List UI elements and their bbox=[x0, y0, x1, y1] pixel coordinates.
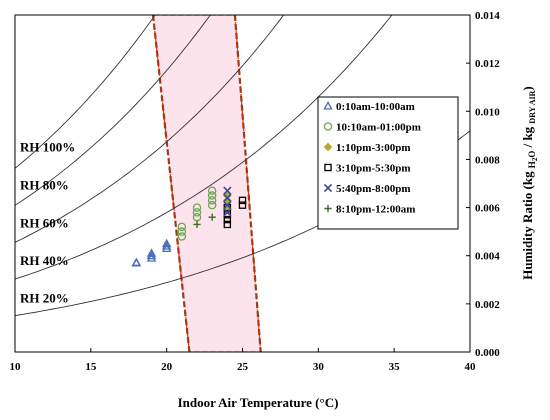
legend-label: 1:10pm-3:00pm bbox=[336, 142, 411, 154]
data-point bbox=[223, 186, 232, 195]
legend-marker bbox=[323, 142, 333, 152]
y-title-sub-o: O bbox=[527, 151, 537, 158]
data-point bbox=[161, 241, 172, 250]
y-tick-label: 0.012 bbox=[475, 58, 500, 70]
x-tick-label: 30 bbox=[313, 361, 325, 373]
data-point bbox=[177, 227, 187, 236]
data-point bbox=[146, 250, 157, 260]
data-point bbox=[146, 248, 157, 257]
x-axis-title: Indoor Air Temperature (°C) bbox=[178, 395, 339, 410]
data-point bbox=[223, 220, 232, 229]
y-tick-label: 0.002 bbox=[475, 299, 500, 311]
data-point bbox=[223, 215, 232, 224]
x-tick-label: 40 bbox=[465, 361, 477, 373]
data-point bbox=[207, 191, 217, 200]
data-point bbox=[223, 208, 232, 217]
rh-label: RH 80% bbox=[20, 177, 69, 192]
comfort-zone-area bbox=[152, 15, 262, 352]
data-point bbox=[223, 191, 232, 200]
data-point bbox=[207, 200, 217, 210]
data-point bbox=[131, 257, 142, 266]
rh-curve bbox=[15, 15, 211, 206]
axis-ticks: 10 15 20 25 30 35 40 0.000 0.002 0.004 0.006 0.008 0… bbox=[10, 10, 501, 373]
data-point bbox=[193, 220, 201, 229]
data-point bbox=[208, 213, 216, 221]
y-tick-label: 0.006 bbox=[475, 203, 500, 215]
y-title-mid: / kg bbox=[520, 126, 535, 148]
rh-label: RH 40% bbox=[20, 253, 69, 268]
legend-marker bbox=[323, 101, 333, 110]
comfort-zone-right-edge bbox=[233, 15, 262, 352]
y-tick-label: 0.010 bbox=[475, 106, 500, 118]
rh-labels: RH 100% RH 80% RH 60% RH 40% RH 20% bbox=[20, 139, 75, 305]
legend-label: 5:40pm-8:00pm bbox=[336, 183, 411, 195]
data-point bbox=[161, 243, 172, 253]
comfort-zone-left-edge bbox=[151, 15, 191, 352]
x-tick-label: 35 bbox=[389, 361, 401, 373]
data-point bbox=[238, 201, 247, 209]
rh-label: RH 100% bbox=[20, 139, 75, 154]
data-point bbox=[223, 200, 232, 210]
x-tick-label: 10 bbox=[10, 361, 22, 373]
data-point bbox=[177, 222, 187, 232]
data-point bbox=[207, 196, 217, 205]
x-tick-label: 20 bbox=[161, 361, 173, 373]
data-point bbox=[146, 253, 157, 262]
y-title-sub-2: 2 bbox=[531, 157, 539, 161]
data-point bbox=[192, 203, 202, 212]
y-title-sub-h: H bbox=[527, 161, 537, 168]
x-tick-label: 15 bbox=[85, 361, 97, 373]
legend-marker bbox=[323, 183, 333, 193]
data-point bbox=[161, 238, 172, 248]
comfort-zone bbox=[151, 15, 262, 352]
data-point bbox=[192, 208, 202, 217]
y-axis-title: Humidity Ratio (kg H2O / kg DRY AIR) bbox=[520, 86, 539, 280]
legend: 0:10am-10:00am 10:10am-01:00pm 1:10pm-3:00… bbox=[317, 96, 459, 230]
y-tick-label: 0.000 bbox=[475, 347, 500, 359]
x-tick-label: 25 bbox=[237, 361, 249, 373]
legend-marker bbox=[323, 122, 333, 131]
rh-curve bbox=[15, 15, 156, 169]
rh-curve bbox=[15, 15, 393, 280]
y-title-lead: Humidity Ratio (kg bbox=[520, 171, 535, 280]
y-title-tail: ) bbox=[520, 86, 535, 90]
legend-label: 3:10pm-5:30pm bbox=[336, 163, 411, 175]
data-points bbox=[131, 186, 247, 267]
data-point bbox=[192, 212, 202, 222]
data-point bbox=[207, 186, 217, 195]
data-point bbox=[177, 232, 187, 241]
legend-marker bbox=[324, 204, 332, 213]
data-point bbox=[238, 196, 247, 205]
rh-curve bbox=[15, 15, 285, 243]
legend-marker bbox=[324, 163, 332, 172]
legend-label: 8:10pm-12:00am bbox=[336, 204, 415, 216]
legend-box bbox=[317, 96, 459, 230]
legend-label: 0:10am-10:00am bbox=[336, 101, 415, 113]
legend-label: 10:10am-01:00pm bbox=[336, 122, 421, 134]
y-tick-label: 0.004 bbox=[475, 251, 500, 263]
rh-label: RH 60% bbox=[20, 215, 69, 230]
y-tick-label: 0.008 bbox=[475, 154, 500, 166]
y-title-sub-dry-air: DRY AIR bbox=[528, 90, 537, 123]
data-point bbox=[223, 193, 232, 203]
rh-label: RH 20% bbox=[20, 291, 69, 306]
y-tick-label: 0.014 bbox=[475, 10, 500, 22]
